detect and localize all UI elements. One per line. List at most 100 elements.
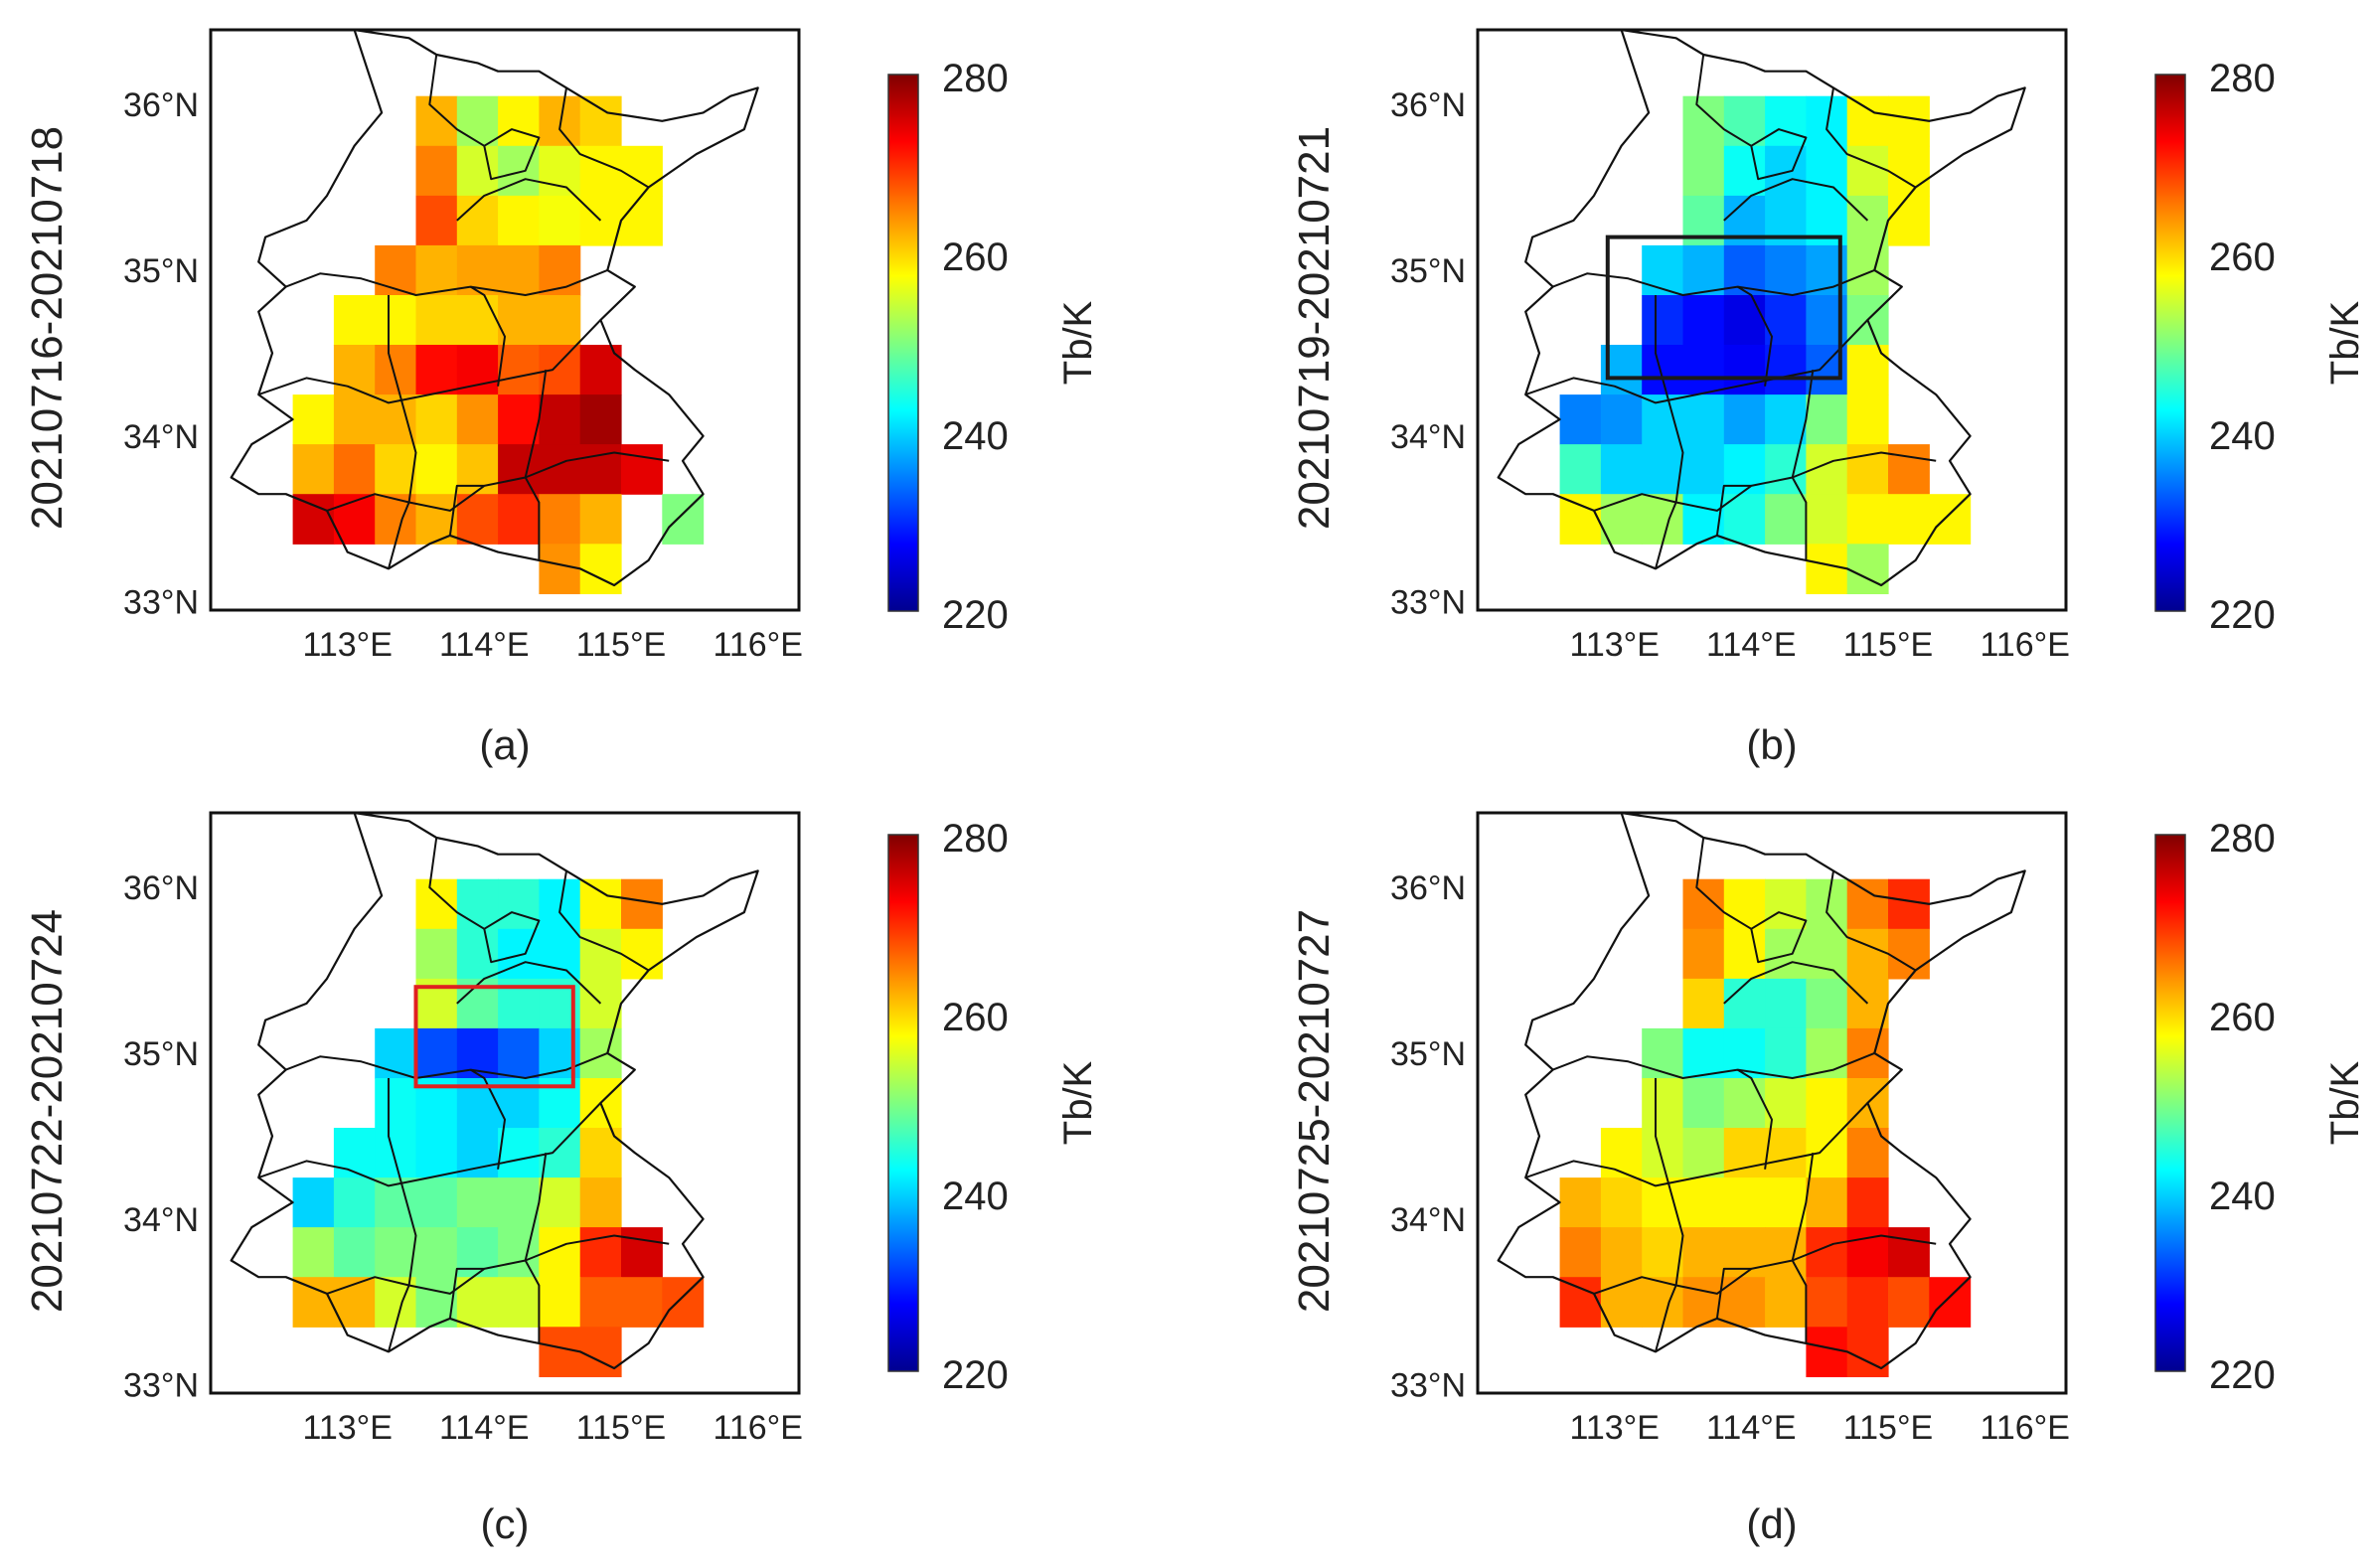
grid-cells bbox=[292, 95, 705, 594]
grid-cell bbox=[1765, 394, 1807, 445]
city-border bbox=[388, 295, 417, 569]
province-borders bbox=[1497, 28, 2026, 587]
panel-c: 20210722-20210724 113°E 114°E 115°E 116°E 3… bbox=[23, 811, 1100, 1547]
grid-cell bbox=[1846, 1327, 1889, 1377]
lon-tick-labels: 113°E 114°E 115°E 116°E bbox=[302, 626, 802, 664]
grid-cell bbox=[539, 1177, 581, 1228]
grid-cell bbox=[415, 1177, 458, 1228]
map-frame bbox=[209, 811, 801, 1395]
lat-tick-label: 36°N bbox=[123, 869, 199, 907]
grid-cell bbox=[415, 1128, 458, 1178]
grid-cell bbox=[1888, 928, 1930, 980]
grid-cell bbox=[456, 394, 499, 445]
city-border bbox=[1825, 87, 1917, 189]
grid-cell bbox=[1682, 978, 1725, 1029]
colorbar-label: Tb/K bbox=[1056, 300, 1100, 385]
city-border bbox=[1552, 268, 1875, 296]
grid-cell bbox=[1723, 1177, 1766, 1228]
grid-cell bbox=[539, 878, 581, 930]
colorbar-tick: 280 bbox=[942, 57, 1009, 100]
city-border bbox=[483, 911, 541, 964]
grid-cell bbox=[1600, 394, 1643, 445]
grid-cell bbox=[1846, 1128, 1889, 1178]
grid-cell bbox=[456, 95, 499, 147]
grid-cell bbox=[1806, 95, 1848, 147]
panel-d: 20210725-20210727 113°E 114°E 115°E 116°E 3… bbox=[1290, 811, 2367, 1547]
grid-cell bbox=[621, 1227, 663, 1278]
city-border bbox=[558, 870, 650, 972]
grid-cell bbox=[1682, 878, 1725, 930]
grid-cell bbox=[1765, 244, 1807, 296]
grid-cell bbox=[579, 1177, 622, 1228]
grid-cell bbox=[375, 1227, 417, 1278]
map-frame bbox=[1476, 28, 2068, 612]
grid-cell bbox=[579, 95, 622, 147]
panel-letter: (d) bbox=[1746, 1500, 1797, 1547]
city-border bbox=[558, 87, 650, 189]
grid-cell bbox=[1642, 295, 1684, 346]
grid-cell bbox=[1888, 444, 1930, 495]
grid-cell bbox=[415, 394, 458, 445]
grid-cell bbox=[1806, 544, 1848, 594]
grid-cell bbox=[333, 345, 376, 395]
grid-cell bbox=[579, 145, 622, 197]
grid-cell bbox=[415, 878, 458, 930]
grid-cell bbox=[498, 1027, 540, 1079]
colorbar-tick: 260 bbox=[2209, 996, 2276, 1039]
grid-cell bbox=[1846, 244, 1889, 296]
grid-cell bbox=[498, 195, 540, 246]
grid-cell bbox=[292, 494, 335, 545]
colorbar bbox=[887, 834, 919, 1372]
grid-cell bbox=[415, 1027, 458, 1079]
grid-cell bbox=[1723, 1227, 1766, 1278]
grid-cell bbox=[579, 195, 622, 246]
city-border bbox=[1552, 1051, 1875, 1079]
grid-cell bbox=[1682, 928, 1725, 980]
lon-tick-label: 115°E bbox=[576, 1409, 666, 1447]
lat-tick-label: 33°N bbox=[123, 1367, 199, 1405]
lat-tick-label: 36°N bbox=[123, 86, 199, 124]
grid-cell bbox=[579, 1128, 622, 1178]
grid-cell bbox=[1723, 1078, 1766, 1129]
grid-cell bbox=[1642, 1078, 1684, 1129]
grid-cell bbox=[456, 295, 499, 346]
grid-cell bbox=[1559, 494, 1602, 545]
grid-cell bbox=[539, 394, 581, 445]
grid-cell bbox=[1559, 1177, 1602, 1228]
grid-cell bbox=[1888, 145, 1930, 197]
city-border bbox=[1524, 1102, 1869, 1187]
city-border bbox=[1593, 1234, 1937, 1295]
colorbar-tick: 260 bbox=[942, 996, 1009, 1039]
colorbar-tick: 240 bbox=[942, 414, 1009, 458]
city-border bbox=[1715, 484, 1752, 537]
grid-cell bbox=[1642, 394, 1684, 445]
grid-cell bbox=[1765, 444, 1807, 495]
grid-cell bbox=[1559, 444, 1602, 495]
grid-cell bbox=[1682, 1027, 1725, 1079]
grid-cell bbox=[456, 878, 499, 930]
grid-cell bbox=[1846, 1027, 1889, 1079]
grid-cell bbox=[1765, 1277, 1807, 1328]
grid-cell bbox=[375, 1027, 417, 1079]
grid-cell bbox=[579, 1327, 622, 1377]
grid-cell bbox=[579, 394, 622, 445]
province-outline bbox=[1497, 811, 2026, 1370]
colorbar-ticks: 280 260 240 220 bbox=[942, 817, 1009, 1397]
grid-cell bbox=[1723, 444, 1766, 495]
grid-cell bbox=[1846, 345, 1889, 395]
grid-cell bbox=[1846, 878, 1889, 930]
city-border bbox=[1723, 961, 1869, 1005]
grid-cell bbox=[1600, 1128, 1643, 1178]
lat-tick-label: 33°N bbox=[1390, 584, 1466, 622]
province-borders bbox=[230, 28, 759, 587]
city-border bbox=[483, 128, 541, 181]
grid-cell bbox=[1929, 494, 1972, 545]
panel-period-label: 20210716-20210718 bbox=[23, 126, 72, 530]
grid-cell bbox=[1642, 1227, 1684, 1278]
grid-cell bbox=[456, 145, 499, 197]
grid-cell bbox=[1846, 494, 1889, 545]
city-border bbox=[388, 1078, 417, 1352]
grid-cell bbox=[1723, 494, 1766, 545]
colorbar-tick: 220 bbox=[942, 593, 1009, 637]
colorbar-label: Tb/K bbox=[1056, 1060, 1100, 1145]
